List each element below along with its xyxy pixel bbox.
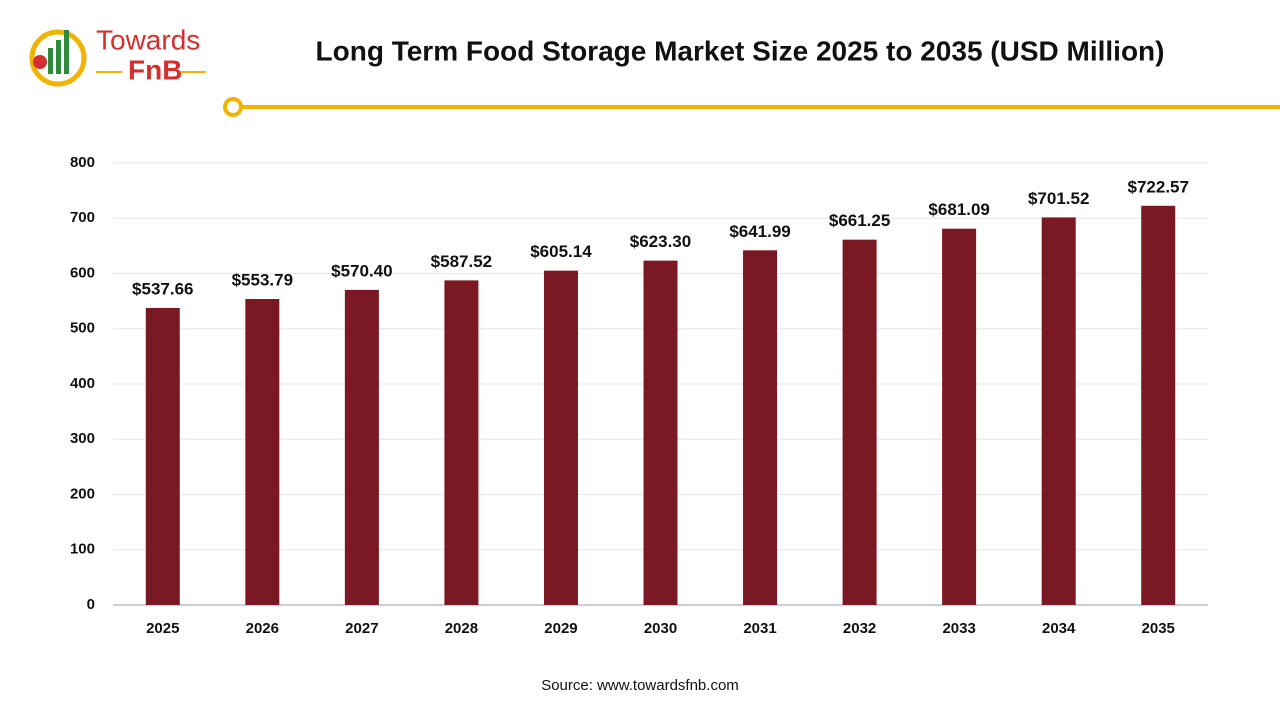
y-tick-label: 700 [70, 209, 95, 226]
value-label: $553.79 [232, 271, 293, 290]
y-tick-label: 800 [70, 154, 95, 171]
x-tick-label: 2031 [743, 620, 776, 637]
x-tick-label: 2026 [246, 620, 279, 637]
x-tick-label: 2034 [1042, 620, 1076, 637]
source: Source: www.towardsfnb.com [541, 677, 739, 694]
value-label: $661.25 [829, 211, 890, 230]
bar [942, 228, 977, 606]
bar [543, 270, 578, 605]
logo-dot [33, 55, 47, 69]
logo-bar [48, 48, 53, 74]
logo-bar [64, 30, 69, 74]
value-label: $537.66 [132, 279, 193, 298]
x-tick-label: 2027 [345, 620, 378, 637]
bar [245, 299, 280, 605]
y-tick-label: 600 [70, 264, 95, 281]
value-label: $681.09 [928, 200, 989, 219]
y-tick-label: 0 [87, 596, 95, 613]
x-tick-label: 2032 [843, 620, 876, 637]
bar [444, 280, 479, 605]
value-label: $570.40 [331, 261, 392, 280]
x-tick-label: 2029 [544, 620, 577, 637]
y-tick-label: 500 [70, 320, 95, 337]
value-label: $722.57 [1128, 177, 1189, 196]
chart-title: Long Term Food Storage Market Size 2025 … [316, 35, 1165, 66]
bar [643, 260, 678, 605]
y-tick-label: 300 [70, 430, 95, 447]
value-label: $701.52 [1028, 189, 1089, 208]
x-tick-label: 2033 [942, 620, 975, 637]
title-rule-dot [223, 97, 243, 117]
bar [842, 239, 877, 606]
logo-ring [29, 29, 87, 87]
logo-bar [56, 40, 61, 74]
x-tick-label: 2025 [146, 620, 179, 637]
value-label: $605.14 [530, 242, 592, 261]
value-label: $641.99 [729, 222, 790, 241]
logo-text: Towards [96, 24, 200, 55]
y-tick-label: 400 [70, 375, 95, 392]
bar [1141, 205, 1176, 605]
bar [145, 307, 180, 605]
y-tick-label: 100 [70, 541, 95, 558]
bar [344, 289, 379, 605]
value-label: $623.30 [630, 232, 691, 251]
x-tick-label: 2028 [445, 620, 478, 637]
x-tick-label: 2030 [644, 620, 677, 637]
x-tick-label: 2035 [1142, 620, 1175, 637]
logo: Towards FnB [29, 24, 206, 87]
logo-text: FnB [128, 54, 182, 85]
bar [743, 250, 778, 605]
bar [1041, 217, 1076, 605]
value-label: $587.52 [431, 252, 492, 271]
y-tick-label: 200 [70, 485, 95, 502]
